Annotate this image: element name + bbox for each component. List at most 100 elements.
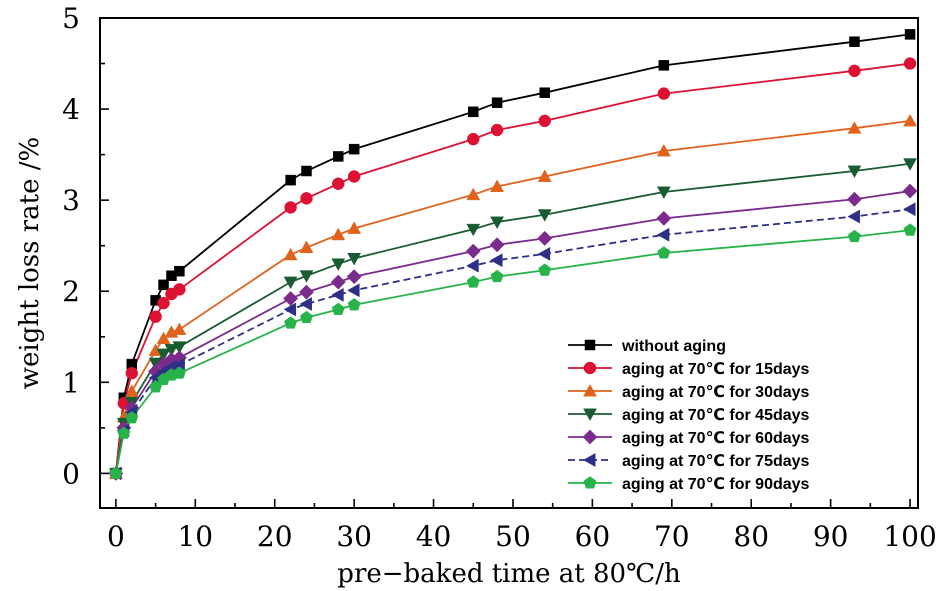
data-point-s6-0 bbox=[109, 466, 123, 479]
x-tick-label: 0 bbox=[107, 520, 125, 553]
x-tick-label: 20 bbox=[257, 520, 293, 553]
data-point-s2-6 bbox=[172, 322, 187, 335]
data-point-s1-14 bbox=[657, 87, 671, 100]
series-markers bbox=[108, 29, 918, 481]
data-point-s2-15 bbox=[847, 121, 862, 134]
data-point-s5-7 bbox=[283, 302, 297, 317]
legend-label-6: aging at 70℃ for 90days bbox=[622, 476, 810, 493]
y-tick-label: 2 bbox=[62, 275, 80, 308]
legend-label-1: aging at 70℃ for 15days bbox=[622, 361, 810, 378]
data-point-s6-12 bbox=[490, 269, 504, 283]
legend-marker-3 bbox=[583, 408, 597, 422]
y-tick-label: 1 bbox=[62, 366, 80, 399]
data-point-s1-10 bbox=[347, 170, 361, 183]
data-point-s1-12 bbox=[490, 123, 504, 137]
data-point-s2-9 bbox=[331, 227, 346, 241]
data-point-s5-10 bbox=[347, 283, 360, 298]
legend-marker-5 bbox=[582, 453, 596, 467]
data-point-s6-9 bbox=[331, 302, 345, 315]
data-point-s5-14 bbox=[656, 227, 670, 242]
data-point-s2-4 bbox=[156, 331, 171, 345]
data-point-s3-10 bbox=[347, 252, 362, 266]
data-point-s5-16 bbox=[903, 202, 916, 217]
data-point-s1-13 bbox=[538, 114, 551, 128]
data-point-s2-12 bbox=[490, 179, 505, 192]
y-tick-label: 0 bbox=[62, 457, 80, 490]
data-point-s2-14 bbox=[656, 143, 671, 157]
data-point-s4-16 bbox=[902, 183, 918, 199]
legend: without aging aging at 70℃ for 15days agin… bbox=[568, 338, 810, 493]
data-point-s5-11 bbox=[466, 258, 479, 273]
data-point-s6-7 bbox=[284, 316, 298, 329]
legend-label-3: aging at 70℃ for 45days bbox=[622, 407, 810, 424]
data-point-s2-7 bbox=[283, 247, 298, 261]
axis-ticks bbox=[100, 17, 911, 508]
data-point-s1-11 bbox=[467, 132, 480, 146]
data-point-s6-14 bbox=[657, 246, 671, 259]
data-point-s3-4 bbox=[156, 348, 171, 362]
legend-label-5: aging at 70℃ for 75days bbox=[622, 453, 810, 470]
x-tick-label: 50 bbox=[495, 520, 531, 553]
legend-marker-1 bbox=[583, 361, 597, 375]
x-tick-label: 10 bbox=[177, 520, 213, 553]
data-point-s3-8 bbox=[299, 270, 314, 283]
data-point-s1-7 bbox=[284, 201, 297, 214]
legend-marker-6 bbox=[583, 476, 597, 489]
data-point-s5-8 bbox=[299, 297, 312, 311]
data-point-s3-16 bbox=[903, 158, 917, 171]
x-tick-label: 70 bbox=[654, 520, 690, 553]
y-tick-label: 3 bbox=[62, 184, 80, 217]
x-axis-title: pre−baked time at 80℃/h bbox=[337, 559, 681, 589]
data-point-s0-10 bbox=[348, 143, 360, 155]
x-tick-label: 30 bbox=[336, 520, 372, 553]
data-point-s1-3 bbox=[149, 310, 162, 323]
data-point-s2-2 bbox=[124, 384, 139, 397]
data-point-s1-16 bbox=[903, 57, 917, 70]
data-point-s6-10 bbox=[347, 298, 361, 311]
data-point-s1-6 bbox=[173, 283, 186, 296]
data-point-s4-9 bbox=[330, 274, 346, 290]
data-point-s1-4 bbox=[157, 296, 170, 310]
data-point-s4-13 bbox=[537, 230, 553, 246]
data-point-s5-9 bbox=[331, 287, 344, 302]
legend-label-2: aging at 70℃ for 30days bbox=[622, 384, 810, 401]
data-point-s6-6 bbox=[172, 366, 186, 379]
y-tick-label: 4 bbox=[62, 93, 80, 126]
data-point-s3-11 bbox=[466, 223, 481, 237]
data-point-s0-7 bbox=[285, 174, 296, 186]
data-point-s4-12 bbox=[489, 237, 505, 253]
data-point-s6-8 bbox=[300, 310, 313, 324]
data-point-s3-14 bbox=[656, 186, 671, 199]
data-point-s0-6 bbox=[174, 265, 185, 277]
data-point-s3-6 bbox=[172, 341, 187, 354]
data-point-s2-16 bbox=[903, 113, 917, 127]
data-point-s4-8 bbox=[298, 284, 314, 300]
y-axis-title: weight loss rate /% bbox=[15, 137, 45, 389]
data-point-s6-16 bbox=[903, 223, 917, 236]
data-point-s0-15 bbox=[849, 36, 860, 47]
legend-marker-2 bbox=[583, 383, 597, 397]
data-point-s3-12 bbox=[490, 216, 505, 230]
data-point-s6-1 bbox=[117, 426, 131, 439]
data-point-s4-11 bbox=[465, 243, 481, 259]
data-point-s4-10 bbox=[346, 269, 362, 285]
data-point-s5-12 bbox=[490, 253, 503, 268]
data-point-s1-8 bbox=[300, 192, 313, 205]
data-point-s0-14 bbox=[658, 60, 670, 71]
series-line-5 bbox=[114, 208, 911, 474]
data-point-s0-11 bbox=[468, 106, 479, 118]
data-point-s6-11 bbox=[466, 275, 480, 288]
x-tick-label: 100 bbox=[883, 520, 936, 553]
data-point-s3-7 bbox=[283, 276, 298, 290]
data-point-s0-8 bbox=[301, 165, 312, 177]
data-point-s5-15 bbox=[847, 209, 860, 224]
data-point-s6-15 bbox=[847, 229, 861, 243]
data-point-s3-13 bbox=[537, 209, 552, 222]
data-point-s0-9 bbox=[333, 151, 344, 162]
y-tick-label: 5 bbox=[62, 2, 80, 35]
legend-label-4: aging at 70℃ for 60days bbox=[622, 430, 810, 447]
x-tick-label: 90 bbox=[813, 520, 849, 553]
tick-labels: 0 10 20 30 40 50 60 70 80 90 100 0 1 2 3 4 5 bbox=[62, 2, 937, 553]
data-point-s2-13 bbox=[537, 169, 552, 182]
data-point-s3-15 bbox=[847, 165, 862, 179]
